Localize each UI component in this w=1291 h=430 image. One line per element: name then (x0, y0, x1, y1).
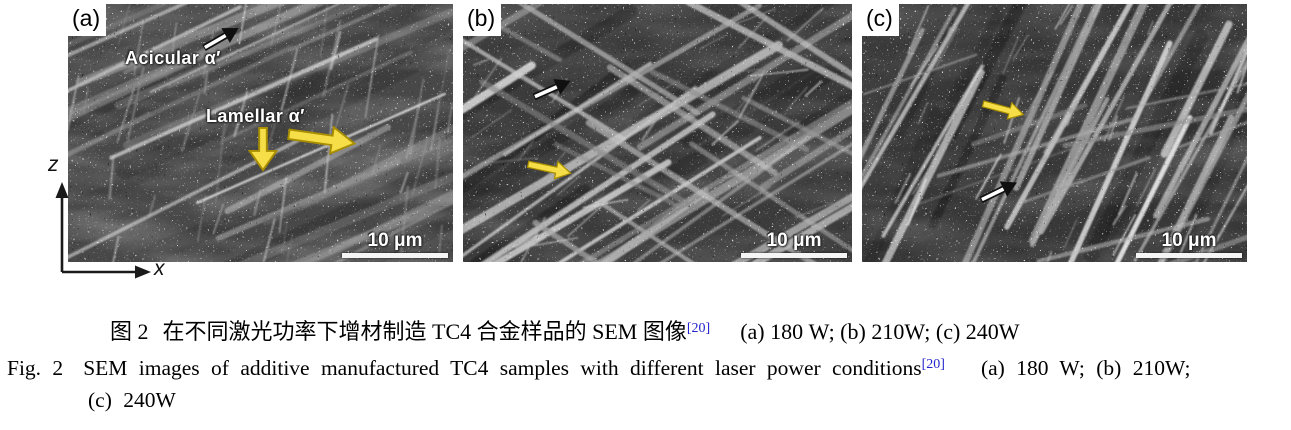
scale-bar-b: 10 μm (741, 230, 847, 258)
caption-en-fig-no: Fig. 2 (7, 356, 64, 380)
z-axis-label: z (48, 153, 59, 176)
caption-en-conditions: (a) 180 W; (b) 210W; (980, 356, 1191, 380)
open-arrow-icon (979, 181, 1017, 204)
scale-bar-line (1136, 253, 1242, 258)
sem-panel-c: (c) 10 μm (862, 4, 1247, 262)
scale-bar-label: 10 μm (367, 230, 423, 251)
scale-bar-label: 10 μm (1161, 230, 1217, 251)
yellow-arrow-right-icon (526, 160, 572, 180)
panel-label-b: (b) (463, 4, 502, 37)
open-arrow-acicular-icon (202, 28, 239, 52)
sem-panel-b: (b) 10 μm (463, 4, 852, 262)
sem-micrograph-a (68, 4, 453, 262)
caption-zh-fig-no: 图 2 (110, 319, 149, 344)
caption-line-en-cont: (c) 240W (88, 388, 176, 413)
yellow-arrow-right-icon (981, 100, 1025, 120)
sem-micrograph-b (463, 4, 852, 262)
caption-line-zh: 图 2 在不同激光功率下增材制造 TC4 合金样品的 SEM 图像[20] (a) … (110, 314, 1020, 346)
caption-en-conditions-cont: (c) 240W (88, 388, 176, 412)
yellow-arrow-right-icon (287, 125, 357, 155)
scale-bar-label: 10 μm (766, 230, 822, 251)
annotation-lamellar-label: Lamellar α′ (206, 106, 305, 126)
caption-en-text: SEM images of additive manufactured TC4 … (83, 356, 922, 380)
coordinate-axes (55, 182, 151, 279)
sem-micrograph-c (862, 4, 1247, 262)
caption-zh-conditions: (a) 180 W; (b) 210W; (c) 240W (740, 319, 1020, 344)
scale-bar-a: 10 μm (342, 230, 448, 258)
citation-ref[interactable]: [20] (921, 357, 945, 372)
panel-label-c: (c) (862, 4, 899, 37)
citation-ref[interactable]: [20] (686, 321, 711, 336)
caption-line-en: Fig. 2 SEM images of additive manufacture… (7, 356, 1190, 381)
panel-label-a: (a) (68, 4, 107, 37)
caption-zh-text: 在不同激光功率下增材制造 TC4 合金样品的 SEM 图像 (162, 319, 687, 344)
open-arrow-icon (532, 79, 571, 101)
scale-bar-c: 10 μm (1136, 230, 1242, 258)
x-axis-label: x (154, 257, 165, 280)
scale-bar-line (741, 253, 847, 258)
sem-panel-a: (a) Acicular α′ Lamellar α′ 10 μm (68, 4, 453, 262)
scale-bar-line (342, 253, 448, 258)
annotation-acicular-label: Acicular α′ (125, 48, 221, 68)
yellow-arrow-down-icon (247, 126, 279, 172)
